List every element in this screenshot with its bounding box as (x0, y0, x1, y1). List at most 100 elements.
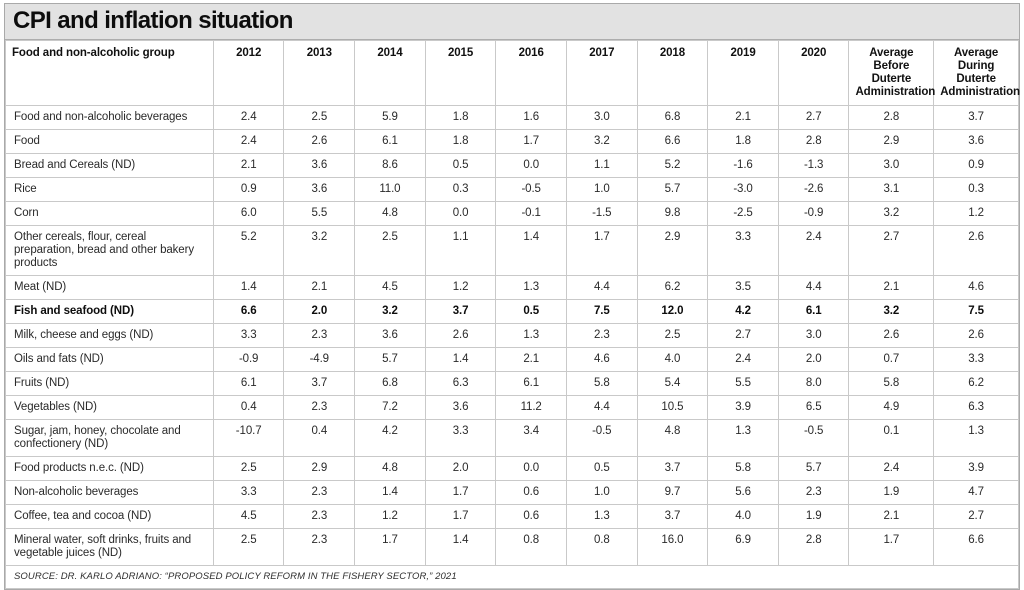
row-label: Sugar, jam, honey, chocolate and confect… (5, 419, 214, 457)
value-cell: 3.2 (565, 129, 638, 154)
value-cell: 2.3 (283, 395, 356, 420)
value-cell: 3.6 (283, 153, 356, 178)
value-cell: 5.4 (636, 371, 709, 396)
value-cell: 1.3 (495, 323, 567, 348)
value-cell: -0.9 (777, 201, 850, 226)
value-cell: 4.2 (354, 419, 426, 457)
value-cell: 4.7 (933, 480, 1019, 505)
value-cell: 2.5 (212, 456, 285, 481)
value-cell: 0.0 (424, 201, 497, 226)
table-row-vegetables-nd: Vegetables (ND) 0.4 2.3 7.2 3.6 11.2 4.4 10.5 3.… (5, 395, 1019, 420)
value-cell: 6.3 (933, 395, 1019, 420)
value-cell: 0.9 (212, 177, 285, 202)
value-cell: 2.3 (283, 528, 356, 566)
value-cell: 3.9 (933, 456, 1019, 481)
value-cell: 3.2 (848, 201, 935, 226)
value-cell: 2.7 (777, 105, 850, 130)
value-cell: 4.6 (933, 275, 1019, 300)
value-cell: 5.2 (212, 225, 285, 276)
table-row-oils-and-fats-nd: Oils and fats (ND) -0.9 -4.9 5.7 1.4 2.1 4.6 4.… (5, 347, 1019, 372)
page: CPI and inflation situation Food and non… (4, 3, 1021, 590)
row-label: Meat (ND) (5, 275, 214, 300)
value-cell: 2.7 (933, 504, 1019, 529)
value-cell: 7.5 (565, 299, 638, 324)
source-row: SOURCE: DR. KARLO ADRIANO: “PROPOSED POL… (5, 565, 1019, 589)
value-cell: 2.4 (777, 225, 850, 276)
row-label: Fish and seafood (ND) (5, 299, 214, 324)
value-cell: 2.7 (707, 323, 779, 348)
value-cell: 4.6 (565, 347, 638, 372)
value-cell: 6.8 (354, 371, 426, 396)
value-cell: 12.0 (636, 299, 709, 324)
column-header-2018: 2018 (636, 40, 709, 106)
table-header: Food and non-alcoholic group 2012 2013 2014… (5, 40, 1020, 106)
value-cell: 0.7 (848, 347, 935, 372)
row-label: Bread and Cereals (ND) (5, 153, 214, 178)
value-cell: 2.1 (848, 504, 935, 529)
value-cell: 6.1 (495, 371, 567, 396)
value-cell: 6.6 (933, 528, 1019, 566)
value-cell: -1.3 (777, 153, 850, 178)
value-cell: 3.3 (707, 225, 779, 276)
value-cell: 6.1 (212, 371, 285, 396)
value-cell: 4.0 (636, 347, 709, 372)
value-cell: 2.5 (212, 528, 285, 566)
table-row-rice: Rice 0.9 3.6 11.0 0.3 -0.5 1.0 5.7 -3.0 -2.6 3.1 0.… (5, 177, 1019, 202)
table-row-food-products-n-e-c-nd: Food products n.e.c. (ND) 2.5 2.9 4.8 2.0 0.0… (5, 456, 1019, 481)
value-cell: 0.4 (283, 419, 356, 457)
value-cell: 3.3 (212, 480, 285, 505)
value-cell: 3.2 (848, 299, 935, 324)
value-cell: 2.4 (707, 347, 779, 372)
row-label: Food products n.e.c. (ND) (5, 456, 214, 481)
row-label: Oils and fats (ND) (5, 347, 214, 372)
value-cell: 2.6 (933, 323, 1019, 348)
column-header-average-before-duterte-administration: Average Before Duterte Administration (848, 40, 935, 106)
value-cell: 6.0 (212, 201, 285, 226)
value-cell: -0.9 (212, 347, 285, 372)
column-header-2012: 2012 (212, 40, 285, 106)
column-header-2020: 2020 (777, 40, 850, 106)
value-cell: 4.4 (565, 275, 638, 300)
value-cell: 2.6 (424, 323, 497, 348)
value-cell: 5.8 (565, 371, 638, 396)
row-label: Milk, cheese and eggs (ND) (5, 323, 214, 348)
value-cell: 0.5 (495, 299, 567, 324)
value-cell: 1.7 (495, 129, 567, 154)
value-cell: 8.0 (777, 371, 850, 396)
value-cell: -0.1 (495, 201, 567, 226)
value-cell: 2.5 (283, 105, 356, 130)
value-cell: 10.5 (636, 395, 709, 420)
value-cell: 3.3 (212, 323, 285, 348)
value-cell: 3.6 (283, 177, 356, 202)
value-cell: -0.5 (777, 419, 850, 457)
value-cell: -0.5 (565, 419, 638, 457)
table-row-food: Food 2.4 2.6 6.1 1.8 1.7 3.2 6.6 1.8 2.8 2.9 3.6 (5, 129, 1019, 154)
value-cell: 6.2 (636, 275, 709, 300)
value-cell: 7.2 (354, 395, 426, 420)
column-header-2014: 2014 (354, 40, 426, 106)
value-cell: 4.5 (212, 504, 285, 529)
value-cell: 0.6 (495, 504, 567, 529)
value-cell: 2.5 (354, 225, 426, 276)
cpi-inflation-table: Food and non-alcoholic group 2012 2013 2014… (5, 40, 1020, 589)
value-cell: 6.1 (354, 129, 426, 154)
row-label: Corn (5, 201, 214, 226)
value-cell: 1.7 (848, 528, 935, 566)
row-label: Vegetables (ND) (5, 395, 214, 420)
value-cell: 6.1 (777, 299, 850, 324)
value-cell: 9.7 (636, 480, 709, 505)
value-cell: 3.4 (495, 419, 567, 457)
table-row-non-alcoholic-beverages: Non-alcoholic beverages 3.3 2.3 1.4 1.7 0.6 1.… (5, 480, 1019, 505)
row-label: Food (5, 129, 214, 154)
value-cell: 0.5 (424, 153, 497, 178)
value-cell: 7.5 (933, 299, 1019, 324)
value-cell: 1.8 (707, 129, 779, 154)
value-cell: 5.6 (707, 480, 779, 505)
value-cell: 3.7 (283, 371, 356, 396)
value-cell: 6.9 (707, 528, 779, 566)
column-header-2016: 2016 (495, 40, 567, 106)
value-cell: 5.2 (636, 153, 709, 178)
value-cell: 6.5 (777, 395, 850, 420)
row-label: Coffee, tea and cocoa (ND) (5, 504, 214, 529)
value-cell: 2.6 (933, 225, 1019, 276)
